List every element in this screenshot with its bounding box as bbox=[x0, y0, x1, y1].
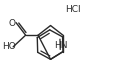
Text: HO: HO bbox=[2, 42, 16, 51]
Text: HCl: HCl bbox=[65, 5, 80, 14]
Text: HN: HN bbox=[54, 41, 68, 50]
Text: O: O bbox=[9, 19, 16, 28]
